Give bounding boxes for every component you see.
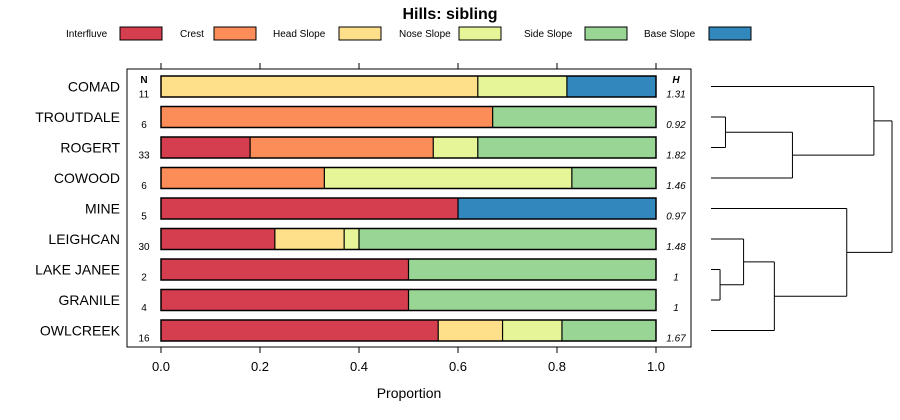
bars-group bbox=[160, 75, 657, 342]
top-axis-ticks bbox=[160, 63, 657, 69]
h-value: 0.92 bbox=[666, 120, 686, 131]
bar-segment bbox=[161, 137, 251, 158]
h-value: 1 bbox=[673, 273, 679, 284]
h-value: 0.97 bbox=[666, 212, 686, 223]
bar-segment bbox=[458, 198, 656, 219]
category-label: OWLCREEK bbox=[40, 323, 121, 339]
legend-label: Base Slope bbox=[644, 29, 696, 40]
legend-swatch bbox=[708, 26, 752, 41]
legend-label: Nose Slope bbox=[399, 29, 451, 40]
bar-outline bbox=[160, 166, 657, 190]
h-value: 1.31 bbox=[666, 90, 685, 101]
category-labels: COMAD TROUTDALE ROGERT COWOOD MINE LEIGHCAN LA… bbox=[35, 79, 120, 339]
n-column: 11 6 33 6 5 30 2 4 16 bbox=[138, 90, 150, 345]
x-tick-label: 0.6 bbox=[449, 359, 467, 374]
x-tick-label: 0.8 bbox=[548, 359, 566, 374]
bar-segment bbox=[408, 259, 656, 280]
bar-segment bbox=[161, 289, 409, 311]
n-value: 6 bbox=[141, 181, 147, 192]
x-tick-label: 0.2 bbox=[251, 359, 269, 374]
bar-segment bbox=[161, 106, 493, 128]
bar-outline bbox=[160, 105, 657, 129]
x-axis: 0.0 0.2 0.4 0.6 0.8 1.0 bbox=[152, 347, 665, 374]
bar-segment bbox=[477, 76, 567, 97]
h-value: 1.46 bbox=[666, 181, 686, 192]
category-label: GRANILE bbox=[59, 292, 120, 308]
n-value: 33 bbox=[138, 151, 150, 162]
bar-segment bbox=[161, 259, 409, 280]
n-value: 30 bbox=[138, 242, 150, 253]
legend-label: Head Slope bbox=[273, 29, 326, 40]
h-header: H bbox=[672, 75, 680, 86]
category-label: LEIGHCAN bbox=[48, 231, 120, 247]
h-value: 1 bbox=[673, 303, 679, 314]
h-value: 1.82 bbox=[666, 151, 686, 162]
n-value: 11 bbox=[139, 90, 150, 101]
legend-swatch bbox=[119, 26, 163, 41]
bar-segment bbox=[492, 106, 656, 128]
category-label: TROUTDALE bbox=[35, 109, 120, 125]
legend: Interfluve Crest Head Slope Nose Slope Side … bbox=[66, 26, 752, 41]
bar-segment bbox=[161, 76, 478, 97]
n-header: N bbox=[140, 75, 147, 86]
bar-segment bbox=[274, 228, 345, 250]
x-axis-title: Proportion bbox=[377, 385, 442, 401]
n-value: 2 bbox=[141, 273, 147, 284]
legend-label: Side Slope bbox=[524, 29, 573, 40]
bar-segment bbox=[433, 137, 478, 158]
bar-segment bbox=[250, 137, 434, 158]
bar-outline bbox=[160, 288, 657, 312]
bar-segment bbox=[161, 228, 275, 250]
category-label: MINE bbox=[85, 201, 120, 217]
bar-segment bbox=[161, 320, 439, 341]
n-value: 6 bbox=[141, 120, 147, 131]
bar-segment bbox=[161, 167, 325, 189]
legend-swatch bbox=[584, 26, 628, 41]
legend-label: Crest bbox=[180, 29, 204, 40]
category-label: LAKE JANEE bbox=[35, 262, 120, 278]
n-value: 5 bbox=[141, 212, 147, 223]
n-value: 16 bbox=[138, 334, 150, 345]
x-tick-label: 1.0 bbox=[647, 359, 665, 374]
legend-swatch bbox=[338, 26, 382, 41]
category-label: COMAD bbox=[68, 79, 120, 95]
bar-segment bbox=[161, 198, 458, 219]
bar-outline bbox=[160, 319, 657, 342]
legend-label: Interfluve bbox=[66, 29, 108, 40]
chart-title: Hills: sibling bbox=[402, 6, 497, 23]
bar-segment bbox=[344, 228, 359, 250]
legend-swatch bbox=[458, 26, 502, 41]
bar-segment bbox=[359, 228, 656, 250]
bar-segment bbox=[502, 320, 562, 341]
bar-outline bbox=[160, 227, 657, 251]
x-tick-label: 0.0 bbox=[152, 359, 170, 374]
dendrogram bbox=[711, 86, 893, 331]
bar-segment bbox=[408, 289, 656, 311]
legend-swatch bbox=[213, 26, 257, 41]
plot-frame bbox=[126, 68, 692, 348]
h-value: 1.48 bbox=[666, 242, 686, 253]
bar-outline bbox=[160, 258, 657, 281]
bar-segment bbox=[571, 167, 656, 189]
n-value: 4 bbox=[141, 303, 147, 314]
bar-segment bbox=[566, 76, 656, 97]
x-tick-label: 0.4 bbox=[350, 359, 368, 374]
h-column: 1.31 0.92 1.82 1.46 0.97 1.48 1 1 1.67 bbox=[666, 90, 686, 345]
bar-outline bbox=[160, 136, 657, 159]
bar-segment bbox=[438, 320, 503, 341]
category-label: ROGERT bbox=[60, 140, 120, 156]
bar-segment bbox=[324, 167, 572, 189]
category-label: COWOOD bbox=[54, 170, 120, 186]
bar-outline bbox=[160, 75, 657, 98]
bar-segment bbox=[561, 320, 656, 341]
bar-outline bbox=[160, 197, 657, 220]
h-value: 1.67 bbox=[666, 334, 686, 345]
bar-segment bbox=[477, 137, 656, 158]
